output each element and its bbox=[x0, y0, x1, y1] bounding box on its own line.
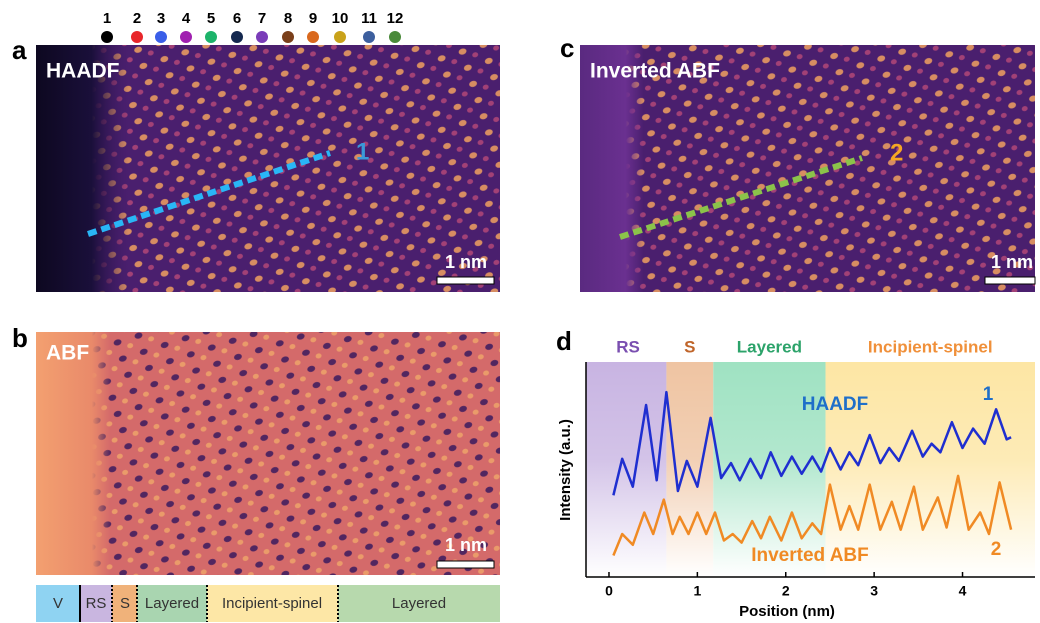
series-number: 2 bbox=[991, 539, 1002, 560]
legend-number: 2 bbox=[133, 10, 141, 27]
region-label: RS bbox=[616, 337, 640, 356]
legend-dot bbox=[282, 31, 294, 43]
legend-dot bbox=[334, 31, 346, 43]
legend-number: 1 bbox=[103, 10, 111, 27]
legend-number: 10 bbox=[332, 10, 349, 27]
legend-dot bbox=[363, 31, 375, 43]
x-tick-label: 1 bbox=[693, 583, 701, 599]
legend-number: 12 bbox=[387, 10, 404, 27]
scale-bar bbox=[437, 561, 494, 568]
strip-label: RS bbox=[86, 595, 107, 612]
strip-label: Layered bbox=[145, 595, 199, 612]
profile-label: 1 bbox=[356, 138, 369, 165]
profile-label: 2 bbox=[890, 139, 903, 166]
legend-number: 7 bbox=[258, 10, 266, 27]
legend-number: 5 bbox=[207, 10, 215, 27]
series-name: HAADF bbox=[802, 394, 869, 415]
legend-number: 11 bbox=[361, 10, 377, 27]
panel-label: a bbox=[12, 35, 27, 65]
region-label: Layered bbox=[737, 337, 802, 356]
legend-dot bbox=[256, 31, 268, 43]
figure: a HAADF 1 1 nm b ABF 1 nm V RS S Layered… bbox=[0, 0, 1040, 623]
region-label: Incipient-spinel bbox=[868, 337, 993, 356]
legend-number: 9 bbox=[309, 10, 317, 27]
panel-label: d bbox=[556, 326, 572, 356]
region-label: S bbox=[684, 337, 695, 356]
scale-label: 1 nm bbox=[445, 252, 487, 272]
scale-bar bbox=[985, 277, 1035, 284]
panel-label: c bbox=[560, 33, 574, 63]
scale-label: 1 nm bbox=[991, 252, 1033, 272]
image-title: HAADF bbox=[46, 60, 120, 83]
strip-label: S bbox=[120, 595, 130, 612]
scale-bar bbox=[437, 277, 494, 284]
image-title: Inverted ABF bbox=[590, 60, 720, 83]
legend-dot bbox=[307, 31, 319, 43]
image-title: ABF bbox=[46, 342, 89, 365]
scale-label: 1 nm bbox=[445, 535, 487, 555]
legend-dot bbox=[231, 31, 243, 43]
x-tick-label: 4 bbox=[959, 583, 967, 599]
x-axis-label: Position (nm) bbox=[739, 603, 835, 620]
legend-dot bbox=[131, 31, 143, 43]
y-axis-label: Intensity (a.u.) bbox=[557, 419, 574, 521]
legend-number: 6 bbox=[233, 10, 241, 27]
x-tick-label: 0 bbox=[605, 583, 613, 599]
legend-dot bbox=[101, 31, 113, 43]
image-edge bbox=[36, 332, 500, 575]
legend-dot bbox=[205, 31, 217, 43]
phase-strip: V RS S Layered Incipient-spinel Layered bbox=[36, 585, 500, 622]
series-number: 1 bbox=[983, 384, 994, 405]
series-name: Inverted ABF bbox=[751, 545, 869, 566]
strip-label: Incipient-spinel bbox=[222, 595, 322, 612]
strip-label: Layered bbox=[392, 595, 446, 612]
legend-dot bbox=[180, 31, 192, 43]
legend-dot bbox=[155, 31, 167, 43]
panel-label: b bbox=[12, 323, 28, 353]
x-tick-label: 2 bbox=[782, 583, 790, 599]
x-tick-label: 3 bbox=[870, 583, 878, 599]
legend-number: 8 bbox=[284, 10, 292, 27]
legend-number: 4 bbox=[182, 10, 191, 27]
legend-number: 3 bbox=[157, 10, 165, 27]
strip-label: V bbox=[53, 595, 63, 612]
legend-dot bbox=[389, 31, 401, 43]
